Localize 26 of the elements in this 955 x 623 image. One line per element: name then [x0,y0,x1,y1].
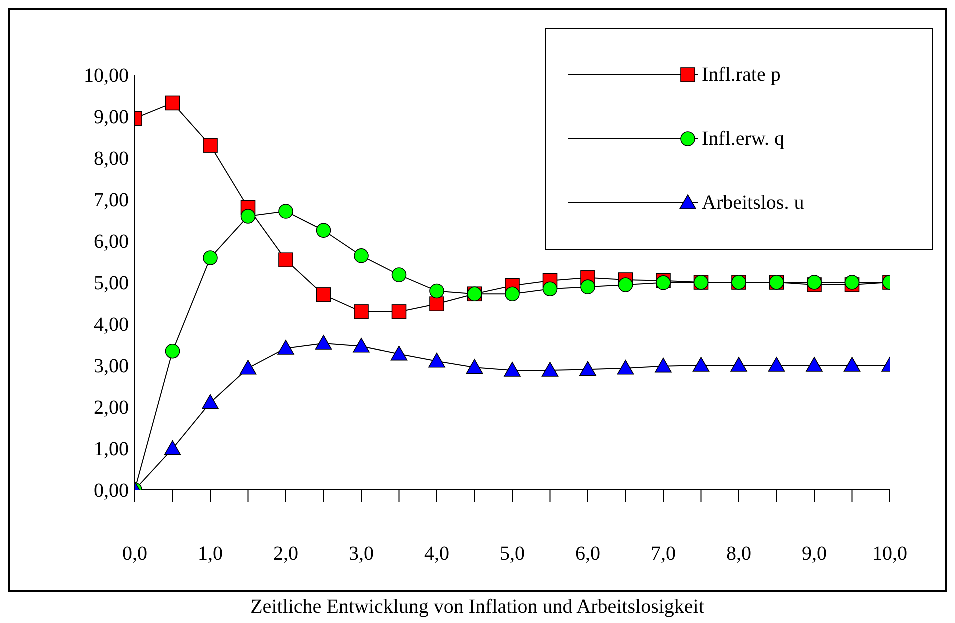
text: Zeitliche Entwicklung von Inflation und Arbeitslosigkeit [250,596,706,619]
y-tick-label: 7,00 [94,190,129,212]
x-tick-label: 9,0 [802,543,827,565]
x-tick-label: 7,0 [651,543,676,565]
x-tick-label: 8,0 [726,543,752,565]
legend-label: Infl.rate p [702,64,781,86]
legend-label: Arbeitslos. u [702,192,804,214]
y-tick-label: 4,00 [94,314,129,336]
legend-label: Infl.erw. q [702,128,785,150]
x-tick-label: 2,0 [274,543,298,565]
y-tick-label: 3,00 [94,356,129,378]
y-tick-label: 10,00 [84,65,129,88]
y-tick-label: 1,00 [94,438,129,461]
x-tick-label: 4,0 [424,543,450,565]
y-tick-label: 5,00 [94,272,129,295]
y-tick-label: 6,00 [94,231,129,254]
y-tick-label: 9,00 [94,106,129,129]
y-tick-label: 8,00 [94,148,129,170]
y-tick-label: 2,00 [94,397,129,420]
x-tick-label: 6,0 [576,543,600,565]
y-tick-label: 0,00 [94,480,129,502]
x-tick-label: 3,0 [349,543,374,565]
x-tick-label: 5,0 [500,543,525,565]
x-tick-label: 10,0 [872,543,908,565]
x-tick-label: 1,0 [198,543,223,565]
x-tick-label: 0,0 [122,543,148,565]
